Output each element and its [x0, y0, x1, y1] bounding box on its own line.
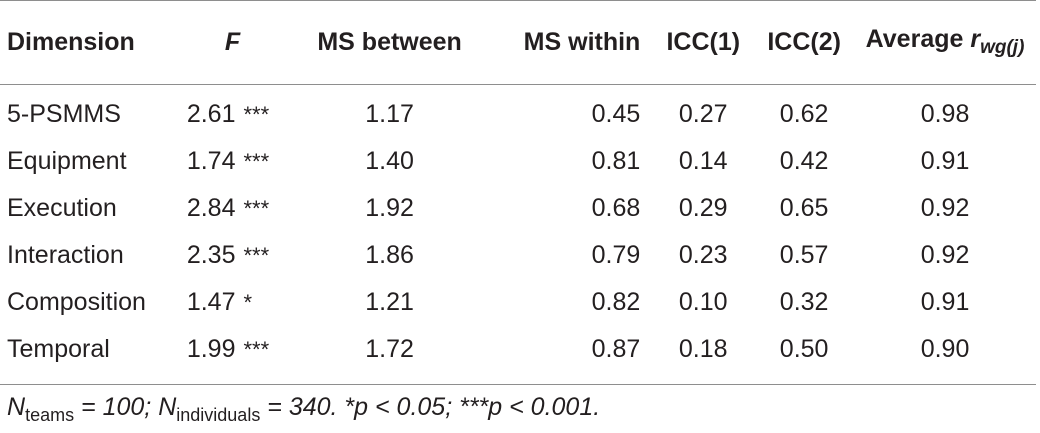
cell-f: 1.74 *** [187, 138, 299, 185]
table-row: Composition 1.47 * 1.21 0.82 0.10 0.32 0.91 [0, 279, 1040, 326]
cell-f: 1.99 *** [187, 326, 299, 373]
cell-rwg: 0.92 [920, 194, 970, 222]
header-rule [0, 84, 1036, 85]
cell-icc2: 0.65 [779, 194, 829, 222]
cell-ms-between: 1.92 [365, 194, 414, 222]
header-row: Dimension F MS between MS within ICC(1) … [0, 13, 1040, 71]
cell-ms-within: 0.87 [591, 335, 641, 363]
note-n-ind-value: = 340. *p < 0.05; ***p < 0.001. [260, 393, 601, 421]
note-n-ind-label: N [158, 393, 177, 421]
cell-dimension: Equipment [7, 147, 127, 175]
cell-ms-between: 1.72 [365, 335, 414, 363]
cell-icc2: 0.57 [779, 241, 829, 269]
cell-rwg: 0.98 [920, 100, 970, 128]
cell-icc1: 0.23 [678, 241, 728, 269]
cell-dimension: Composition [7, 288, 146, 316]
f-value: 1.99 [186, 335, 236, 363]
cell-dimension: Temporal [7, 335, 110, 363]
f-value: 2.35 [186, 241, 236, 269]
significance-stars: * [243, 290, 253, 315]
significance-stars: *** [243, 337, 270, 362]
table-header: Dimension F MS between MS within ICC(1) … [0, 13, 1040, 71]
statistics-table: Dimension F MS between MS within ICC(1) … [0, 13, 1040, 373]
cell-icc1: 0.27 [678, 100, 728, 128]
top-rule [0, 0, 1036, 1]
header-f: F [224, 27, 241, 56]
cell-icc1: 0.29 [678, 194, 728, 222]
cell-icc1: 0.14 [678, 147, 728, 175]
cell-ms-within: 0.82 [591, 288, 641, 316]
cell-rwg: 0.91 [920, 288, 970, 316]
bottom-rule [0, 384, 1036, 385]
cell-ms-between: 1.86 [365, 241, 414, 269]
table-row: Interaction 2.35 *** 1.86 0.79 0.23 0.57 0.92 [0, 232, 1040, 279]
header-r-symbol: r [970, 25, 981, 53]
f-value: 2.84 [186, 194, 236, 222]
cell-ms-within: 0.68 [591, 194, 641, 222]
significance-stars: *** [243, 196, 270, 221]
cell-f: 1.47 * [187, 279, 299, 326]
cell-rwg: 0.90 [920, 335, 970, 363]
cell-icc2: 0.50 [779, 335, 829, 363]
header-icc2: ICC(2) [767, 27, 841, 56]
header-icc1: ICC(1) [666, 27, 741, 56]
cell-ms-within: 0.81 [591, 147, 641, 175]
note-n-ind-sub: individuals [176, 405, 261, 425]
cell-dimension: Execution [7, 194, 117, 222]
header-r-subscript: wg(j) [980, 37, 1025, 58]
f-value: 1.74 [186, 147, 236, 175]
cell-icc1: 0.18 [678, 335, 728, 363]
header-ms-within: MS within [523, 27, 641, 56]
header-ms-between: MS between [317, 27, 462, 56]
header-dimension: Dimension [7, 27, 135, 56]
significance-stars: *** [243, 102, 270, 127]
table-row: Equipment 1.74 *** 1.40 0.81 0.14 0.42 0.91 [0, 138, 1040, 185]
cell-ms-within: 0.45 [591, 100, 641, 128]
note-n-teams-value: = 100; [74, 393, 159, 421]
cell-f: 2.61 *** [187, 71, 299, 138]
cell-dimension: Interaction [7, 241, 124, 269]
significance-stars: *** [243, 243, 270, 268]
cell-icc2: 0.42 [779, 147, 829, 175]
cell-f: 2.35 *** [187, 232, 299, 279]
note-n-teams-sub: teams [25, 405, 75, 425]
cell-icc2: 0.32 [779, 288, 829, 316]
header-average-label: Average [865, 25, 964, 53]
cell-ms-between: 1.17 [365, 100, 414, 128]
cell-ms-between: 1.21 [365, 288, 414, 316]
cell-ms-within: 0.79 [591, 241, 641, 269]
table-note: Nteams = 100; Nindividuals = 340. *p < 0… [7, 393, 600, 426]
f-value: 1.47 [186, 288, 236, 316]
table-row: Execution 2.84 *** 1.92 0.68 0.29 0.65 0.92 [0, 185, 1040, 232]
significance-stars: *** [243, 149, 270, 174]
table-body: 5-PSMMS 2.61 *** 1.17 0.45 0.27 0.62 0.98 Equipm… [0, 71, 1040, 373]
table-row: Temporal 1.99 *** 1.72 0.87 0.18 0.50 0.90 [0, 326, 1040, 373]
cell-icc2: 0.62 [779, 100, 829, 128]
cell-rwg: 0.92 [920, 241, 970, 269]
header-average-rwg: Average rwg(j) [850, 13, 1040, 71]
note-n-teams-label: N [7, 393, 26, 421]
cell-f: 2.84 *** [187, 185, 299, 232]
cell-ms-between: 1.40 [365, 147, 414, 175]
cell-rwg: 0.91 [920, 147, 970, 175]
cell-icc1: 0.10 [678, 288, 728, 316]
f-value: 2.61 [186, 100, 236, 128]
cell-dimension: 5-PSMMS [7, 100, 121, 128]
table-row: 5-PSMMS 2.61 *** 1.17 0.45 0.27 0.62 0.98 [0, 71, 1040, 138]
